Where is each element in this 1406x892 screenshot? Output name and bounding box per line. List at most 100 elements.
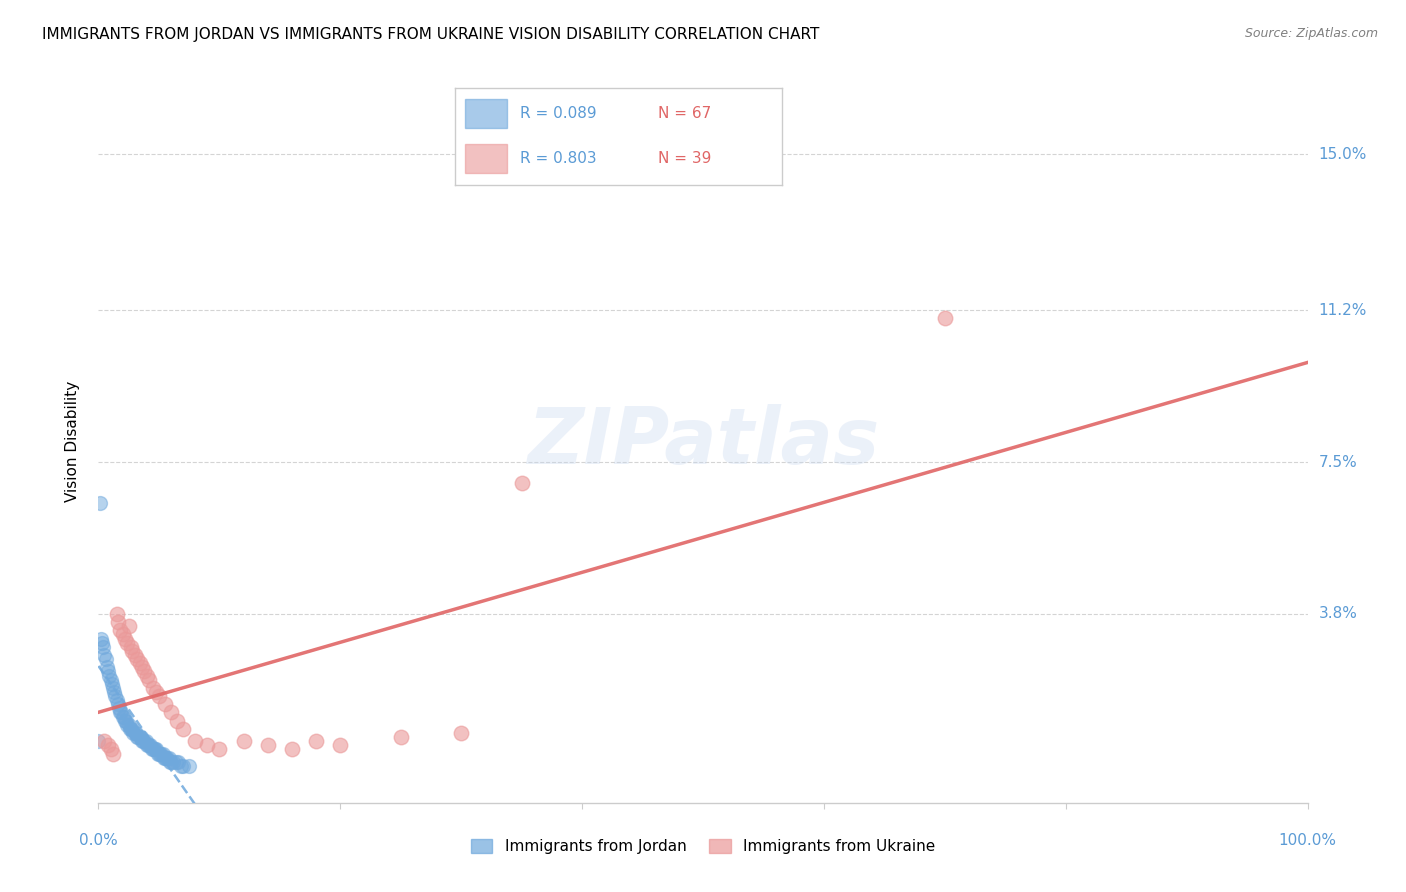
Point xyxy=(128,657,150,671)
Point xyxy=(100,742,122,756)
Point xyxy=(135,739,157,753)
Point xyxy=(111,627,134,641)
Point xyxy=(127,730,149,744)
Point xyxy=(305,734,328,748)
Point xyxy=(125,726,148,740)
Point xyxy=(155,750,177,764)
Point xyxy=(195,739,218,753)
Point xyxy=(98,668,121,682)
Point xyxy=(105,693,128,707)
Point xyxy=(93,734,115,748)
Point xyxy=(127,652,149,666)
Point xyxy=(138,673,160,687)
Point xyxy=(118,619,141,633)
Point xyxy=(122,726,145,740)
Point xyxy=(153,698,176,712)
Point xyxy=(114,632,136,646)
Point xyxy=(162,755,184,769)
Point xyxy=(149,747,172,761)
Text: 100.0%: 100.0% xyxy=(1278,833,1337,848)
Point xyxy=(165,755,187,769)
Point xyxy=(108,624,131,638)
Point xyxy=(148,689,170,703)
Point xyxy=(110,706,132,720)
Point xyxy=(131,734,153,748)
Point xyxy=(105,607,128,621)
Point xyxy=(134,665,156,679)
Point xyxy=(172,759,194,773)
Point xyxy=(132,734,155,748)
Point xyxy=(510,475,533,490)
Point xyxy=(129,730,152,744)
Point xyxy=(160,755,183,769)
Text: ZIPatlas: ZIPatlas xyxy=(527,403,879,480)
Point xyxy=(134,734,156,748)
Point xyxy=(256,739,278,753)
Point xyxy=(142,742,165,756)
Point xyxy=(117,718,139,732)
Point xyxy=(146,747,169,761)
Point xyxy=(120,722,142,736)
Point xyxy=(112,709,135,723)
Point xyxy=(135,668,157,682)
Text: 0.0%: 0.0% xyxy=(79,833,118,848)
Point xyxy=(208,742,231,756)
Point xyxy=(111,709,134,723)
Point xyxy=(329,739,352,753)
Point xyxy=(136,739,159,753)
Point xyxy=(141,742,163,756)
Point xyxy=(150,747,173,761)
Point xyxy=(138,739,160,753)
Point xyxy=(91,640,114,654)
Point xyxy=(166,714,188,728)
Point xyxy=(142,681,165,695)
Point xyxy=(124,726,146,740)
Point xyxy=(159,755,181,769)
Point xyxy=(145,685,167,699)
Point xyxy=(934,311,956,326)
Point xyxy=(104,689,127,703)
Point xyxy=(101,747,124,761)
Point xyxy=(135,734,157,748)
Point xyxy=(450,726,472,740)
Point xyxy=(96,660,118,674)
Text: IMMIGRANTS FROM JORDAN VS IMMIGRANTS FROM UKRAINE VISION DISABILITY CORRELATION : IMMIGRANTS FROM JORDAN VS IMMIGRANTS FRO… xyxy=(42,27,820,42)
Point xyxy=(156,750,179,764)
Point xyxy=(139,739,162,753)
Point xyxy=(160,706,183,720)
Y-axis label: Vision Disability: Vision Disability xyxy=(65,381,80,502)
Point xyxy=(100,673,122,687)
Point xyxy=(184,734,207,748)
Point xyxy=(115,714,138,728)
Text: 7.5%: 7.5% xyxy=(1319,455,1357,469)
Point xyxy=(97,739,120,753)
Point xyxy=(152,747,174,761)
Point xyxy=(93,648,115,662)
Text: 3.8%: 3.8% xyxy=(1319,607,1358,622)
Point xyxy=(107,698,129,712)
Point xyxy=(103,685,125,699)
Point xyxy=(281,742,304,756)
Point xyxy=(94,652,117,666)
Point xyxy=(114,714,136,728)
Point xyxy=(107,615,129,630)
Text: Source: ZipAtlas.com: Source: ZipAtlas.com xyxy=(1244,27,1378,40)
Point xyxy=(157,750,180,764)
Point xyxy=(90,632,112,646)
Point xyxy=(91,636,114,650)
Point xyxy=(100,677,122,691)
Point xyxy=(143,742,166,756)
Point xyxy=(87,734,110,748)
Point xyxy=(89,496,111,510)
Point xyxy=(121,644,143,658)
Point xyxy=(121,722,143,736)
Point xyxy=(127,730,149,744)
Point xyxy=(101,681,124,695)
Point xyxy=(131,660,153,674)
Point xyxy=(128,730,150,744)
Point xyxy=(108,701,131,715)
Point xyxy=(167,755,190,769)
Point xyxy=(143,742,166,756)
Point xyxy=(145,742,167,756)
Text: 11.2%: 11.2% xyxy=(1319,302,1367,318)
